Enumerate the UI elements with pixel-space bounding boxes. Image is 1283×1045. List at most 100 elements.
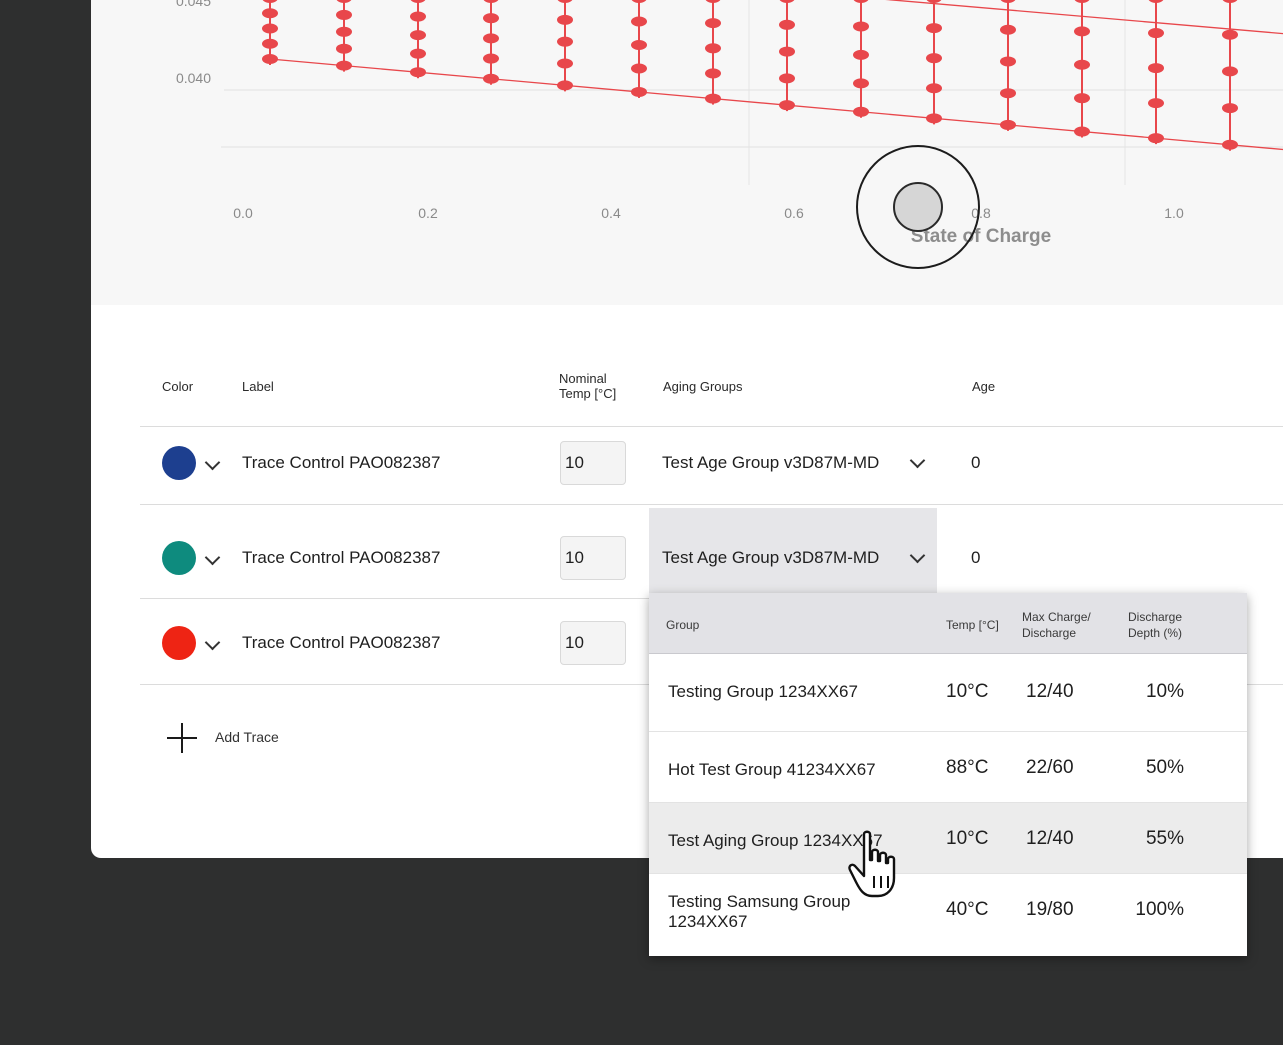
data-point: [557, 14, 573, 25]
option-group: Testing Group 1234XX67: [668, 682, 858, 701]
option-temp: 40°C: [946, 899, 989, 920]
option-temp: 88°C: [946, 757, 989, 778]
data-point: [262, 54, 278, 64]
temp-input[interactable]: 10: [560, 621, 626, 665]
x-tick-label: 0.6: [784, 205, 804, 221]
age-value: 0: [971, 548, 981, 567]
x-tick-label: 0.2: [418, 205, 438, 221]
data-point: [631, 63, 647, 74]
data-point: [1074, 126, 1090, 137]
data-point: [483, 33, 499, 44]
data-point: [1074, 0, 1090, 3]
dropdown-header-depth: Discharge Depth (%): [1128, 610, 1183, 640]
color-swatch[interactable]: [162, 626, 196, 660]
data-point: [336, 26, 352, 37]
x-tick-label: 0.0: [233, 205, 253, 221]
option-temp: 10°C: [946, 681, 989, 702]
data-point: [1148, 133, 1164, 144]
aging-group-select-active[interactable]: [649, 508, 937, 594]
dropdown-header-group: Group: [666, 618, 700, 632]
option-depth: 100%: [1135, 899, 1184, 920]
dropdown-option[interactable]: Testing Samsung Group 1234XX67 40°C 19/8…: [649, 874, 1247, 956]
data-point: [1074, 26, 1090, 37]
trace-label: Trace Control PAO082387: [242, 548, 441, 567]
dropdown-header-temp: Temp [°C]: [946, 618, 999, 632]
trace-label: Trace Control PAO082387: [242, 633, 441, 652]
data-point: [779, 0, 795, 3]
age-value: 0: [971, 453, 981, 472]
data-point: [853, 49, 869, 60]
chevron-down-icon[interactable]: [204, 549, 221, 566]
data-point: [557, 0, 573, 3]
data-point: [779, 19, 795, 30]
data-point: [262, 38, 278, 49]
aging-group-select[interactable]: Test Age Group v3D87M-MD: [662, 548, 880, 567]
data-point: [705, 68, 721, 79]
data-point: [631, 16, 647, 27]
option-charge: 12/40: [1026, 828, 1074, 849]
option-depth: 50%: [1145, 757, 1184, 778]
dropdown-option[interactable]: Testing Group 1234XX67 10°C 12/40 10%: [649, 654, 1247, 732]
plus-icon: [181, 723, 183, 753]
option-charge: 22/60: [1026, 757, 1074, 778]
option-depth: 55%: [1145, 828, 1184, 849]
data-point: [631, 39, 647, 50]
data-point: [1222, 66, 1238, 77]
header-nominal-temp: Nominal Temp [°C]: [559, 371, 617, 401]
data-point: [1074, 93, 1090, 104]
option-group: Testing Samsung Group 1234XX67: [668, 892, 851, 931]
temp-input[interactable]: 10: [560, 536, 626, 580]
data-point: [779, 100, 795, 111]
data-point: [1148, 98, 1164, 109]
color-swatch[interactable]: [162, 446, 196, 480]
temp-input[interactable]: 10: [560, 441, 626, 485]
data-point: [483, 73, 499, 84]
row-divider: [140, 598, 649, 599]
data-point: [1148, 0, 1164, 3]
chevron-down-icon[interactable]: [204, 454, 221, 471]
dropdown-option-hovered[interactable]: Test Aging Group 1234XX67 10°C 12/40 55%: [649, 803, 1247, 874]
dropdown-header-max-charge: Max Charge/ Discharge: [1022, 610, 1091, 640]
data-point: [262, 23, 278, 34]
header-color: Color: [162, 379, 194, 394]
data-point: [779, 46, 795, 57]
dropdown-option[interactable]: Hot Test Group 41234XX67 88°C 22/60 50%: [649, 732, 1247, 803]
color-swatch[interactable]: [162, 541, 196, 575]
option-charge: 19/80: [1026, 899, 1074, 920]
data-point: [1000, 88, 1016, 99]
data-point: [631, 0, 647, 3]
data-point: [557, 36, 573, 47]
header-aging-groups: Aging Groups: [663, 379, 743, 394]
data-point: [926, 0, 942, 3]
data-point: [779, 73, 795, 84]
data-point: [336, 60, 352, 71]
hand-pointer-icon: [848, 830, 896, 898]
data-point: [705, 43, 721, 54]
data-point: [705, 18, 721, 29]
data-point: [1000, 24, 1016, 35]
aging-group-select[interactable]: Test Age Group v3D87M-MD: [662, 453, 880, 472]
data-point: [336, 0, 352, 3]
trace-label: Trace Control PAO082387: [242, 453, 441, 472]
data-point: [483, 13, 499, 24]
chevron-down-icon[interactable]: [204, 634, 221, 651]
row-divider: [140, 504, 1283, 505]
cursor-ring: [856, 145, 980, 269]
data-point: [410, 48, 426, 59]
option-charge: 12/40: [1026, 681, 1074, 702]
data-point: [410, 11, 426, 22]
option-group: Test Aging Group 1234XX67: [668, 831, 883, 850]
cursor-dot: [893, 182, 943, 232]
data-point: [926, 113, 942, 124]
header-divider: [140, 426, 1283, 427]
data-point: [1148, 28, 1164, 39]
y-tick-label: 0.040: [176, 70, 211, 86]
chevron-down-icon[interactable]: [909, 452, 926, 469]
data-point: [410, 0, 426, 3]
data-point: [853, 106, 869, 117]
data-point: [336, 9, 352, 20]
data-point: [483, 0, 499, 3]
data-point: [336, 43, 352, 54]
data-point: [1074, 59, 1090, 70]
